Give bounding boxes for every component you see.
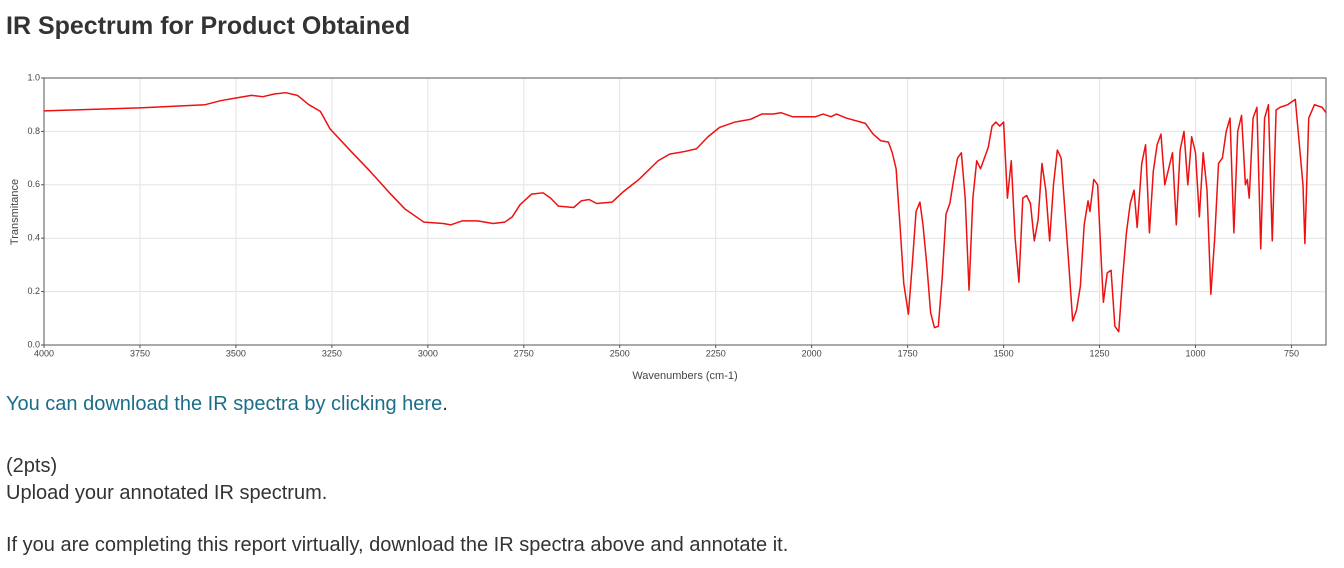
x-tick-label: 3750: [130, 348, 150, 358]
y-tick-label: 1.0: [27, 72, 40, 82]
y-tick-label: 0.2: [27, 286, 40, 296]
x-tick-label: 1000: [1185, 348, 1205, 358]
plot-frame: [43, 77, 1327, 346]
period: .: [442, 393, 448, 415]
x-tick-label: 2250: [706, 348, 726, 358]
x-tick-label: 750: [1284, 348, 1299, 358]
instruction: Upload your annotated IR spectrum.: [6, 482, 328, 504]
chart: Wavenumbers (cm-1) Transmitance 0.0 0.2 0.…: [9, 72, 1327, 382]
x-tick-label: 2000: [802, 348, 822, 358]
download-link[interactable]: You can download the IR spectra by click…: [6, 393, 443, 415]
x-tick-label: 2750: [514, 348, 534, 358]
x-tick-label: 1750: [898, 348, 918, 358]
points: (2pts): [6, 455, 58, 477]
x-tick-label: 4000: [34, 348, 54, 358]
y-tick-label: 0.6: [27, 179, 40, 189]
x-tick-label: 1500: [994, 348, 1014, 358]
x-tick-label: 1250: [1090, 348, 1110, 358]
y-tick-label: 0.0: [27, 339, 40, 349]
x-tick-label: 3000: [418, 348, 438, 358]
x-tick-label: 3250: [322, 348, 342, 358]
heading: IR Spectrum for Product Obtained: [6, 12, 411, 40]
note: If you are completing this report virtua…: [6, 534, 789, 556]
y-tick-label: 0.8: [27, 126, 40, 136]
x-axis-label: Wavenumbers (cm-1): [632, 370, 737, 382]
x-tick-label: 3500: [226, 348, 246, 358]
download-line: You can download the IR spectra by click…: [6, 393, 448, 416]
y-tick-label: 0.4: [27, 233, 40, 243]
x-tick-label: 2500: [610, 348, 630, 358]
y-axis-label: Transmitance: [9, 179, 21, 245]
spectrum-line: [43, 91, 1327, 333]
